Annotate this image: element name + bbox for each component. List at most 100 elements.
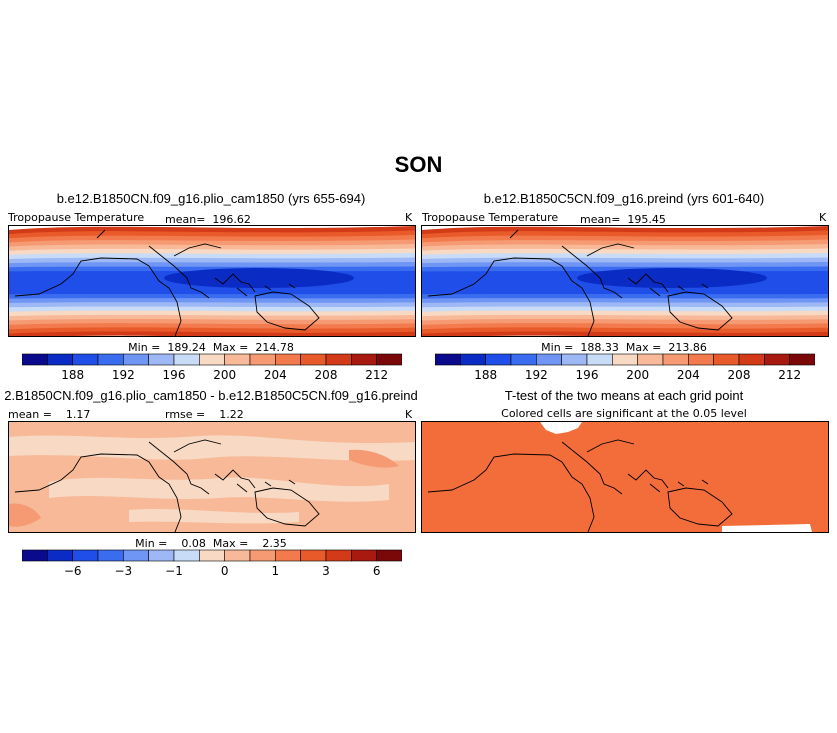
colorbar-tick-label: 204: [264, 368, 287, 382]
colorbar-box: [764, 353, 790, 366]
colorbar-tick-label: 1: [272, 564, 280, 578]
colorbar-box: [249, 549, 276, 562]
panel-4-map: [421, 421, 829, 533]
panel-3-mean-label: mean = 1.17: [8, 408, 91, 421]
panel-2-title: b.e12.B1850C5CN.f09_g16.preind (yrs 601-…: [483, 191, 765, 206]
panel-2-minmax: Min = 188.33 Max = 213.86: [541, 341, 707, 354]
colorbar-box: [173, 549, 200, 562]
colorbar-box: [72, 549, 99, 562]
panel-4-coastlines: [427, 439, 733, 532]
colorbar-box: [275, 549, 301, 562]
colorbar-tick-label: −1: [165, 564, 183, 578]
panel-3-title: 2.B1850CN.f09_g16.plio_cam1850 - b.e12.B…: [4, 388, 418, 403]
panel-1-colorbar: 188 192 196 200 204 208 212: [22, 353, 402, 382]
colorbar-box: [460, 353, 486, 366]
colorbar-box: [376, 353, 402, 366]
panel-1-field: [9, 226, 415, 336]
panel-3-map: [8, 421, 416, 533]
panel-1-units: K: [405, 211, 413, 224]
colorbar-box: [662, 353, 689, 366]
temperature-minimum-region: [164, 268, 354, 288]
panel-4-title: T-test of the two means at each grid poi…: [504, 388, 744, 403]
panel-3-rmse-label: rmse = 1.22: [165, 408, 244, 421]
panel-2-field: [422, 226, 828, 336]
colorbar-tick-label: 208: [728, 368, 751, 382]
panel-3-field-light: [9, 435, 415, 524]
panel-1-coastlines: [14, 229, 320, 336]
colorbar-box: [300, 353, 327, 366]
colorbar-tick-label: 212: [778, 368, 801, 382]
colorbar-tick-label: 188: [474, 368, 497, 382]
colorbar-box: [351, 353, 377, 366]
colorbar-box: [275, 353, 301, 366]
panel-3-units: K: [405, 408, 413, 421]
panel-3-coastlines: [14, 439, 320, 532]
colorbar-box: [612, 353, 638, 366]
colorbar-box: [325, 353, 352, 366]
panel-2-units: K: [819, 211, 827, 224]
colorbar-box: [637, 353, 664, 366]
colorbar-box: [536, 353, 562, 366]
colorbar-tick-label: −6: [64, 564, 82, 578]
panel-4-nonsignificant-cell: [540, 422, 582, 434]
panel-3-field-darker: [9, 449, 399, 527]
colorbar-box: [789, 353, 815, 366]
colorbar-tick-label: 196: [163, 368, 186, 382]
panel-2-coastlines: [427, 229, 733, 336]
colorbar-tick-label: 0: [221, 564, 229, 578]
panel-4-significant-field: [422, 422, 828, 532]
colorbar-tick-label: 192: [112, 368, 135, 382]
colorbar-box: [224, 549, 251, 562]
panel-1-title: b.e12.B1850CN.f09_g16.plio_cam1850 (yrs …: [56, 191, 366, 206]
colorbar-tick-label: 200: [213, 368, 236, 382]
colorbar-box: [435, 353, 461, 366]
colorbar-box: [586, 353, 613, 366]
colorbar-box: [199, 549, 225, 562]
colorbar-box: [713, 353, 740, 366]
panel-1-minmax: Min = 189.24 Max = 214.78: [128, 341, 294, 354]
temperature-minimum-region: [577, 268, 767, 288]
colorbar-tick-label: 6: [373, 564, 381, 578]
colorbar-box: [97, 353, 124, 366]
colorbar-tick-label: 212: [365, 368, 388, 382]
colorbar-tick-label: 200: [626, 368, 649, 382]
colorbar-box: [485, 353, 512, 366]
colorbar-box: [325, 549, 352, 562]
colorbar-box: [22, 353, 48, 366]
colorbar-box: [47, 353, 73, 366]
panel-2-colorbar: 188 192 196 200 204 208 212: [435, 353, 815, 382]
colorbar-box: [249, 353, 276, 366]
colorbar-tick-label: 188: [61, 368, 84, 382]
colorbar-box: [300, 549, 327, 562]
colorbar-tick-label: 208: [315, 368, 338, 382]
colorbar-box: [376, 549, 402, 562]
panel-4-subtitle: Colored cells are significant at the 0.0…: [501, 407, 747, 420]
colorbar-box: [510, 353, 537, 366]
colorbar-box: [47, 549, 73, 562]
panel-2-variable-label: Tropopause Temperature: [422, 211, 559, 224]
colorbar-box: [123, 549, 149, 562]
panel-3-colorbar: −6 −3 −1 0 1 3 6: [22, 549, 402, 578]
colorbar-box: [199, 353, 225, 366]
colorbar-box: [738, 353, 765, 366]
colorbar-box: [688, 353, 714, 366]
colorbar-box: [22, 549, 48, 562]
figure-title: SON: [394, 152, 443, 177]
colorbar-tick-label: 192: [525, 368, 548, 382]
colorbar-tick-label: −3: [114, 564, 132, 578]
panel-1-mean-label: mean= 196.62: [165, 213, 251, 226]
panel-1-variable-label: Tropopause Temperature: [8, 211, 145, 224]
colorbar-box: [148, 549, 175, 562]
colorbar-box: [173, 353, 200, 366]
panel-1-map: [8, 225, 416, 337]
colorbar-box: [123, 353, 149, 366]
colorbar-tick-label: 3: [322, 564, 330, 578]
colorbar-box: [561, 353, 588, 366]
colorbar-tick-label: 196: [576, 368, 599, 382]
panel-4-nonsignificant-cell: [722, 524, 812, 532]
panel-3-minmax: Min = 0.08 Max = 2.35: [135, 537, 287, 550]
colorbar-box: [224, 353, 251, 366]
colorbar-box: [72, 353, 99, 366]
colorbar-box: [351, 549, 377, 562]
colorbar-tick-label: 204: [677, 368, 700, 382]
